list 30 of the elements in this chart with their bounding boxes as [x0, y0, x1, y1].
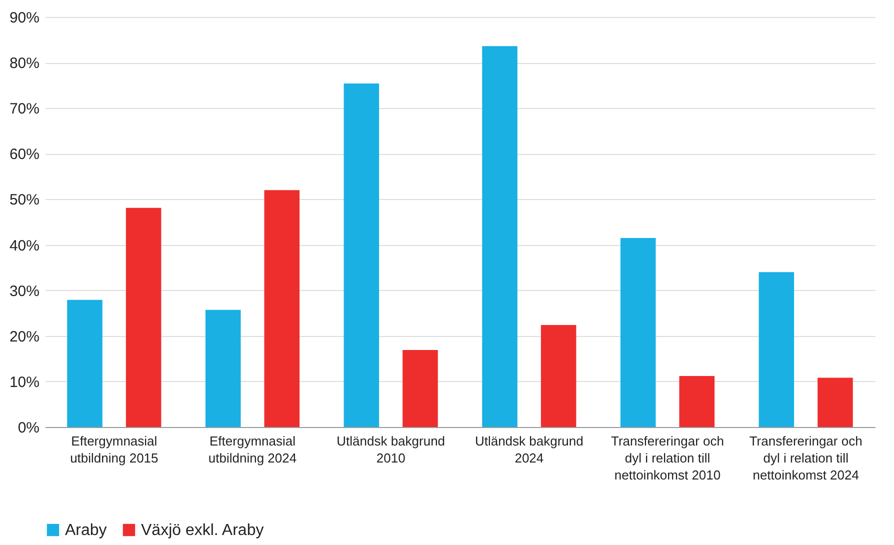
bar [482, 46, 518, 427]
y-tick-label: 60% [9, 146, 40, 164]
y-tick-label: 70% [9, 100, 40, 118]
x-tick-label: Utländsk bakgrund 2024 [474, 434, 584, 466]
x-tick-label: Eftergymnasial utbildning 2024 [208, 434, 297, 466]
bar [205, 310, 241, 427]
x-tick-label: Transfereringar och dyl i relation till nettoinkomst 2024 [749, 434, 862, 482]
y-tick-label: 50% [9, 192, 40, 209]
bar [402, 350, 438, 427]
legend-label: Växjö exkl. Araby [141, 522, 264, 539]
y-tick-label: 0% [18, 420, 40, 436]
x-tick-label: Utländsk bakgrund 2010 [336, 434, 446, 466]
y-tick-label: 10% [9, 374, 40, 391]
y-tick-label: 80% [9, 55, 40, 72]
x-tick-label: Eftergymnasial utbildning 2015 [70, 434, 158, 466]
bar [67, 300, 102, 427]
bar [818, 378, 853, 427]
bar [264, 190, 300, 427]
x-tick-label: Transfereringar och dyl i relation till nettoinkomst 2010 [611, 434, 724, 482]
y-tick-label: 20% [9, 328, 40, 346]
bar [126, 208, 162, 427]
bar [540, 324, 576, 427]
legend-label: Araby [65, 522, 107, 539]
y-tick-label: 40% [9, 237, 40, 254]
bar [344, 84, 380, 427]
y-tick-label: 30% [9, 282, 40, 300]
bar [620, 238, 656, 427]
bar [758, 272, 794, 427]
y-tick-label: 90% [9, 10, 40, 26]
bar [679, 376, 715, 427]
